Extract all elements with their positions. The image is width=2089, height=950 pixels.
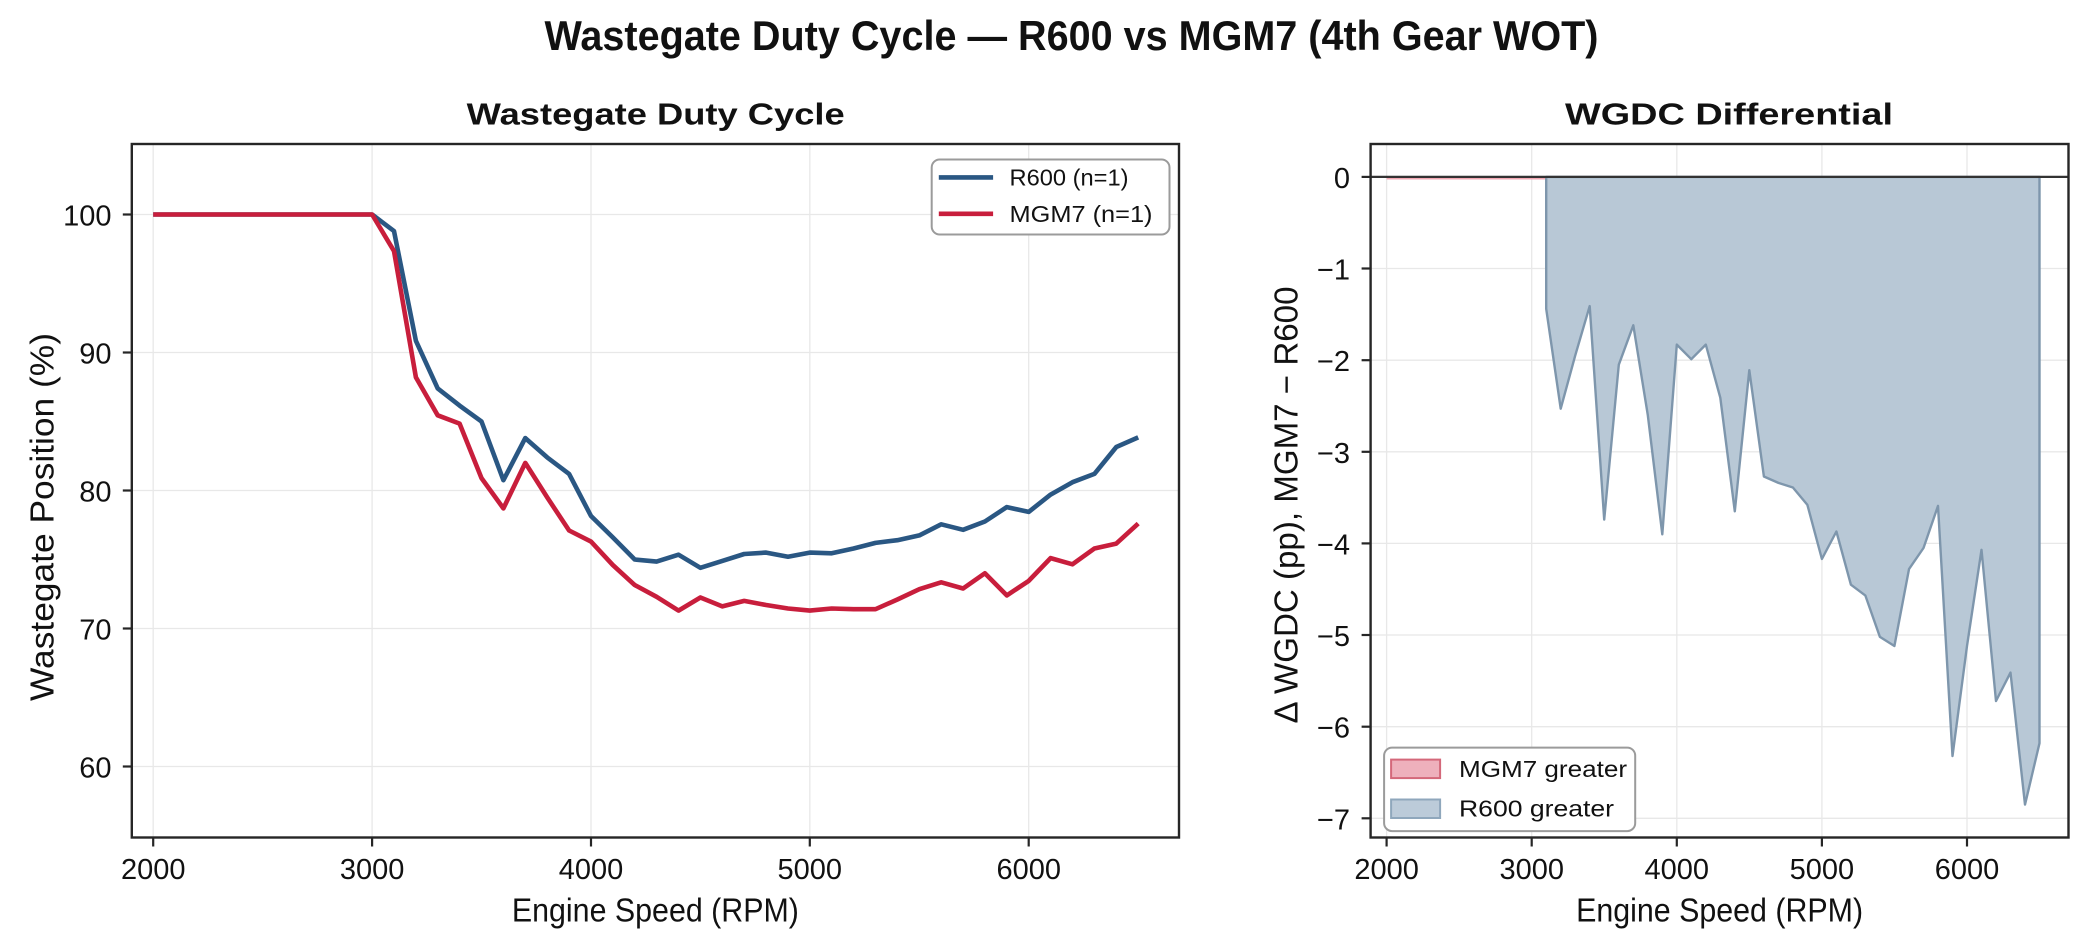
svg-text:−7: −7: [1317, 804, 1350, 836]
svg-text:4000: 4000: [559, 854, 624, 886]
svg-text:4000: 4000: [1645, 854, 1710, 886]
svg-text:90: 90: [79, 339, 111, 371]
svg-text:70: 70: [79, 615, 111, 647]
svg-text:Wastegate Duty Cycle — R600 vs: Wastegate Duty Cycle — R600 vs MGM7 (4th…: [545, 12, 1599, 59]
svg-text:3000: 3000: [1499, 854, 1564, 886]
svg-text:−4: −4: [1317, 529, 1350, 561]
svg-text:−6: −6: [1317, 713, 1350, 745]
svg-text:Engine Speed (RPM): Engine Speed (RPM): [1576, 891, 1863, 928]
svg-text:−5: −5: [1317, 621, 1350, 653]
svg-text:MGM7 (n=1): MGM7 (n=1): [1010, 201, 1153, 227]
svg-text:3000: 3000: [340, 854, 405, 886]
svg-text:−1: −1: [1317, 255, 1350, 287]
svg-text:Engine Speed (RPM): Engine Speed (RPM): [512, 891, 799, 928]
svg-text:Wastegate Duty Cycle: Wastegate Duty Cycle: [467, 97, 845, 132]
svg-text:100: 100: [63, 201, 111, 233]
svg-text:6000: 6000: [1935, 854, 2000, 886]
svg-text:−2: −2: [1317, 346, 1350, 378]
svg-text:0: 0: [1334, 163, 1350, 195]
svg-text:5000: 5000: [778, 854, 843, 886]
svg-text:Δ WGDC (pp), MGM7 − R600: Δ WGDC (pp), MGM7 − R600: [1268, 287, 1305, 724]
svg-text:6000: 6000: [996, 854, 1061, 886]
svg-text:Wastegate Position (%): Wastegate Position (%): [23, 333, 60, 701]
svg-text:R600 (n=1): R600 (n=1): [1010, 165, 1129, 191]
svg-text:5000: 5000: [1790, 854, 1855, 886]
svg-text:MGM7 greater: MGM7 greater: [1459, 756, 1627, 782]
svg-text:R600 greater: R600 greater: [1459, 796, 1614, 822]
svg-text:80: 80: [79, 477, 111, 509]
svg-text:WGDC Differential: WGDC Differential: [1565, 97, 1893, 132]
svg-text:−3: −3: [1317, 438, 1350, 470]
svg-text:2000: 2000: [1354, 854, 1419, 886]
svg-text:2000: 2000: [121, 854, 186, 886]
svg-text:60: 60: [79, 753, 111, 785]
